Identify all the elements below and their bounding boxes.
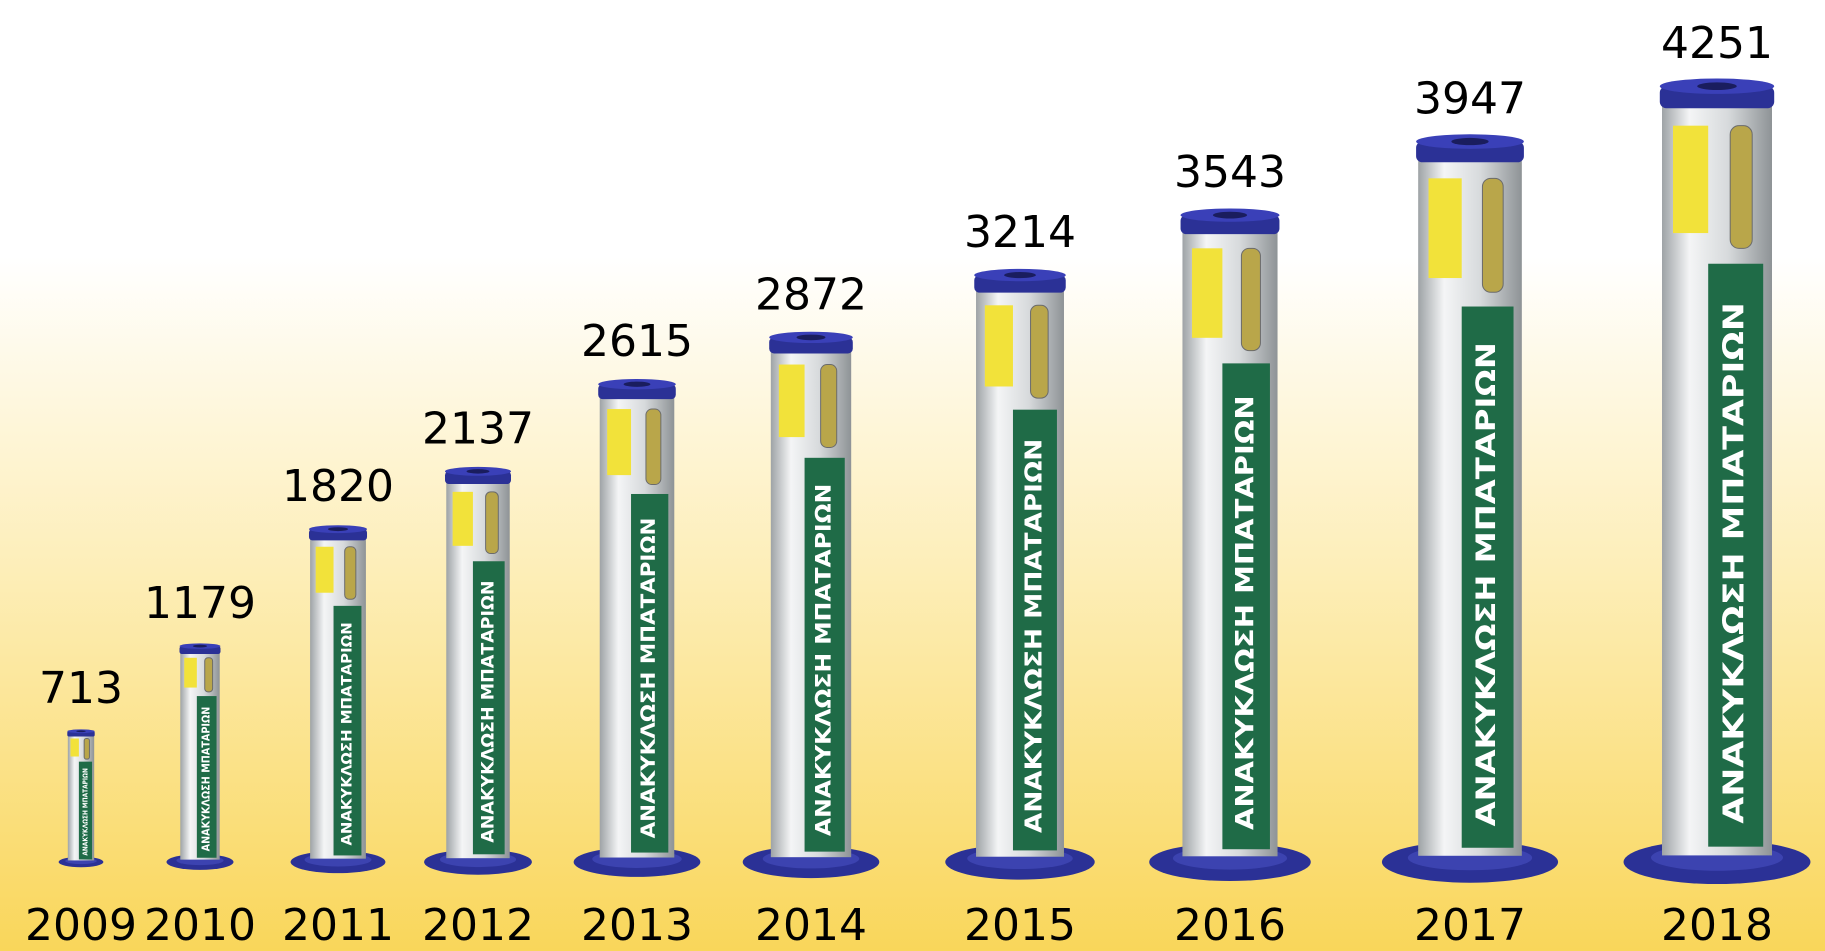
- tube-cap-hole: [624, 382, 651, 387]
- x-tick-label: 2011: [282, 900, 394, 951]
- value-label: 3947: [1414, 74, 1526, 125]
- tube-cap-hole: [1697, 82, 1737, 90]
- tube-window: [345, 547, 356, 600]
- tube-cap-hole: [797, 335, 826, 341]
- tube-yellow-label: [70, 739, 78, 757]
- tube-cap-hole: [328, 527, 348, 531]
- tube-label: ΑΝΑΚΥΚΛΩΣΗ ΜΠΑΤΑΡΙΩΝ: [812, 484, 836, 836]
- tube-window: [1482, 178, 1503, 292]
- x-tick-label: 2018: [1661, 900, 1773, 951]
- tube-label: ΑΝΑΚΥΚΛΩΣΗ ΜΠΑΤΑΡΙΩΝ: [1717, 302, 1751, 824]
- tube-window: [1730, 126, 1752, 249]
- x-tick-label: 2010: [144, 900, 256, 951]
- value-label: 4251: [1661, 18, 1773, 69]
- value-label: 1179: [144, 578, 256, 629]
- tube-window: [1031, 305, 1049, 398]
- tube-yellow-label: [1429, 178, 1462, 278]
- tube-cap-hole: [1004, 272, 1036, 278]
- value-label: 2137: [422, 403, 534, 454]
- tube-yellow-label: [453, 492, 473, 546]
- tube-label: ΑΝΑΚΥΚΛΩΣΗ ΜΠΑΤΑΡΙΩΝ: [637, 518, 660, 839]
- chart: ΑΝΑΚΥΚΛΩΣΗ ΜΠΑΤΑΡΙΩΝ 713 2009 ΑΝΑΚΥΚΛΩΣΗ ΜΠ…: [0, 0, 1825, 951]
- tube-window: [821, 365, 837, 448]
- tube-label: ΑΝΑΚΥΚΛΩΣΗ ΜΠΑΤΑΡΙΩΝ: [81, 768, 89, 856]
- tube-window: [84, 739, 89, 760]
- tube-yellow-label: [779, 365, 805, 438]
- tube-cap-hole: [1213, 212, 1247, 219]
- tube-label: ΑΝΑΚΥΚΛΩΣΗ ΜΠΑΤΑΡΙΩΝ: [478, 581, 497, 843]
- x-tick-label: 2017: [1414, 900, 1526, 951]
- tube-cap-hole: [76, 730, 85, 732]
- tube-yellow-label: [316, 547, 334, 593]
- value-label: 3214: [964, 207, 1076, 258]
- tube-window: [205, 658, 213, 692]
- page: {"chart_data": {"type": "bar", "categori…: [0, 0, 1825, 951]
- tube-label: ΑΝΑΚΥΚΛΩΣΗ ΜΠΑΤΑΡΙΩΝ: [201, 707, 213, 852]
- tube-yellow-label: [985, 305, 1013, 386]
- x-tick-label: 2013: [581, 900, 693, 951]
- tube-window: [646, 409, 661, 484]
- tube-cap-hole: [467, 469, 490, 473]
- tube-cap-hole: [193, 645, 207, 648]
- tube-label: ΑΝΑΚΥΚΛΩΣΗ ΜΠΑΤΑΡΙΩΝ: [1230, 395, 1259, 830]
- value-label: 1820: [282, 461, 394, 512]
- value-label: 3543: [1174, 147, 1286, 198]
- value-label: 2615: [581, 316, 693, 367]
- x-tick-label: 2016: [1174, 900, 1286, 951]
- tube-yellow-label: [607, 409, 631, 475]
- tube-yellow-label: [1673, 126, 1708, 233]
- tube-yellow-label: [1192, 248, 1222, 337]
- value-label: 2872: [755, 269, 867, 320]
- x-tick-label: 2009: [25, 900, 137, 951]
- x-tick-label: 2015: [964, 900, 1076, 951]
- tube-label: ΑΝΑΚΥΚΛΩΣΗ ΜΠΑΤΑΡΙΩΝ: [1021, 439, 1047, 833]
- background: [0, 0, 1825, 951]
- tube-yellow-label: [184, 658, 197, 688]
- x-tick-label: 2014: [755, 900, 867, 951]
- tube-label: ΑΝΑΚΥΚΛΩΣΗ ΜΠΑΤΑΡΙΩΝ: [1471, 342, 1502, 826]
- tube-window: [486, 492, 499, 554]
- tube-label: ΑΝΑΚΥΚΛΩΣΗ ΜΠΑΤΑΡΙΩΝ: [339, 622, 355, 845]
- x-tick-label: 2012: [422, 900, 534, 951]
- value-label: 713: [39, 663, 123, 714]
- tube-window: [1241, 248, 1260, 350]
- tube-cap-hole: [1451, 138, 1488, 145]
